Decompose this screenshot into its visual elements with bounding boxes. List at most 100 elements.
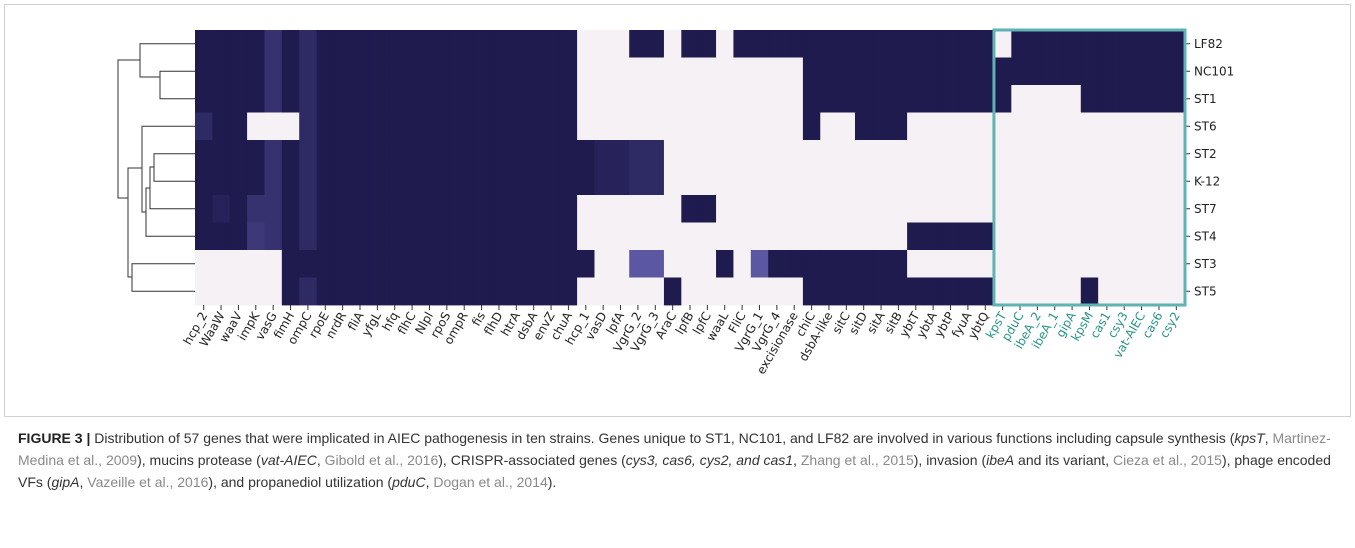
caption-text: ), and propanediol utilization ( [208, 474, 393, 490]
heatmap-cell [837, 277, 856, 306]
heatmap-cell [299, 140, 317, 168]
heatmap-cell [663, 30, 682, 58]
heatmap-cell [681, 277, 700, 306]
heatmap-cell [1011, 57, 1030, 86]
heatmap-cell [976, 195, 995, 223]
heatmap-cell [1098, 57, 1116, 86]
heatmap-cell [993, 250, 1012, 278]
heatmap-cell [403, 250, 422, 278]
heatmap-cell [698, 30, 717, 58]
heatmap-cell [872, 85, 891, 113]
heatmap-cell [403, 195, 422, 223]
heatmap-cell [264, 140, 283, 168]
heatmap-cell [299, 250, 317, 278]
heatmap-cell [663, 250, 682, 278]
heatmap-cell [229, 222, 248, 251]
heatmap-cell [976, 30, 995, 58]
heatmap-cell [976, 140, 995, 168]
caption-text: ), invasion ( [913, 452, 987, 468]
heatmap-cell [1011, 85, 1030, 113]
heatmap-cell [1011, 112, 1030, 141]
caption-text: ), CRISPR-associated genes ( [438, 452, 626, 468]
heatmap-cell [959, 57, 977, 86]
heatmap-cell [594, 85, 613, 113]
heatmap-cell [594, 30, 613, 58]
heatmap-cell [924, 167, 943, 196]
heatmap-cell [889, 112, 908, 141]
heatmap-cell [490, 57, 509, 86]
heatmap-cell [559, 112, 578, 141]
heatmap-cell [1115, 57, 1134, 86]
heatmap-cell [1046, 112, 1064, 141]
heatmap-cell [785, 112, 804, 141]
heatmap-cell [1046, 167, 1064, 196]
heatmap-cell [872, 250, 891, 278]
heatmap-cell [768, 57, 786, 86]
heatmap-cell [1080, 140, 1099, 168]
heatmap-cell [438, 195, 456, 223]
heatmap-cell [907, 277, 925, 306]
heatmap-cell [386, 57, 404, 86]
heatmap-cell [663, 222, 682, 251]
heatmap-cell [438, 167, 456, 196]
heatmap-cell [525, 30, 543, 58]
heatmap-cell [1167, 167, 1186, 196]
heatmap-cell [490, 30, 509, 58]
heatmap-cell [1063, 57, 1082, 86]
heatmap-cell [195, 250, 213, 278]
heatmap-cell [646, 30, 665, 58]
heatmap-cell [768, 30, 786, 58]
heatmap-cell [472, 30, 491, 58]
heatmap-cell [733, 195, 752, 223]
heatmap-cell [316, 222, 335, 251]
heatmap-cell [247, 250, 265, 278]
heatmap-cell [490, 277, 509, 306]
heatmap-cell [976, 250, 995, 278]
heatmap-cell [646, 112, 665, 141]
heatmap-cell [611, 112, 630, 141]
column-label: fis [469, 310, 488, 329]
heatmap-cell [299, 222, 317, 251]
heatmap-cell [1132, 57, 1151, 86]
dendrogram-branch [131, 263, 195, 292]
heatmap-cell [507, 167, 526, 196]
heatmap-cell [681, 222, 700, 251]
heatmap-cell [420, 167, 439, 196]
caption-text: pduC [392, 474, 426, 490]
heatmap-cell [1046, 250, 1064, 278]
caption-text: cys3, cas6, cys2, and cas1 [625, 452, 794, 468]
heatmap-cell [247, 112, 265, 141]
heatmap-cell [802, 222, 821, 251]
heatmap-cell [941, 195, 960, 223]
row-label: ST5 [1194, 284, 1217, 298]
heatmap-cell [663, 112, 682, 141]
heatmap-cell [698, 222, 717, 251]
heatmap-cell [490, 195, 509, 223]
heatmap-cell [1132, 85, 1151, 113]
heatmap-cell [1150, 140, 1169, 168]
heatmap-cell [1011, 195, 1030, 223]
heatmap-cell [195, 57, 213, 86]
heatmap-cell [1167, 140, 1186, 168]
heatmap-cell [768, 140, 786, 168]
heatmap-cell [281, 57, 300, 86]
heatmap-cell [959, 140, 977, 168]
heatmap-cell [1080, 112, 1099, 141]
heatmap-cell [403, 30, 422, 58]
heatmap-cell [212, 112, 231, 141]
heatmap-cell [386, 277, 404, 306]
heatmap-cell [420, 140, 439, 168]
heatmap-cell [559, 85, 578, 113]
heatmap-cell [976, 167, 995, 196]
heatmap-cell [1063, 85, 1082, 113]
heatmap-cell [542, 57, 561, 86]
heatmap-cell [855, 277, 873, 306]
heatmap-cell [351, 85, 370, 113]
heatmap-cell [663, 167, 682, 196]
heatmap-cell [785, 277, 804, 306]
heatmap-cell [993, 140, 1012, 168]
heatmap-cell [768, 222, 786, 251]
heatmap-cell [438, 112, 456, 141]
heatmap-cell [716, 112, 734, 141]
heatmap-cell [472, 85, 491, 113]
